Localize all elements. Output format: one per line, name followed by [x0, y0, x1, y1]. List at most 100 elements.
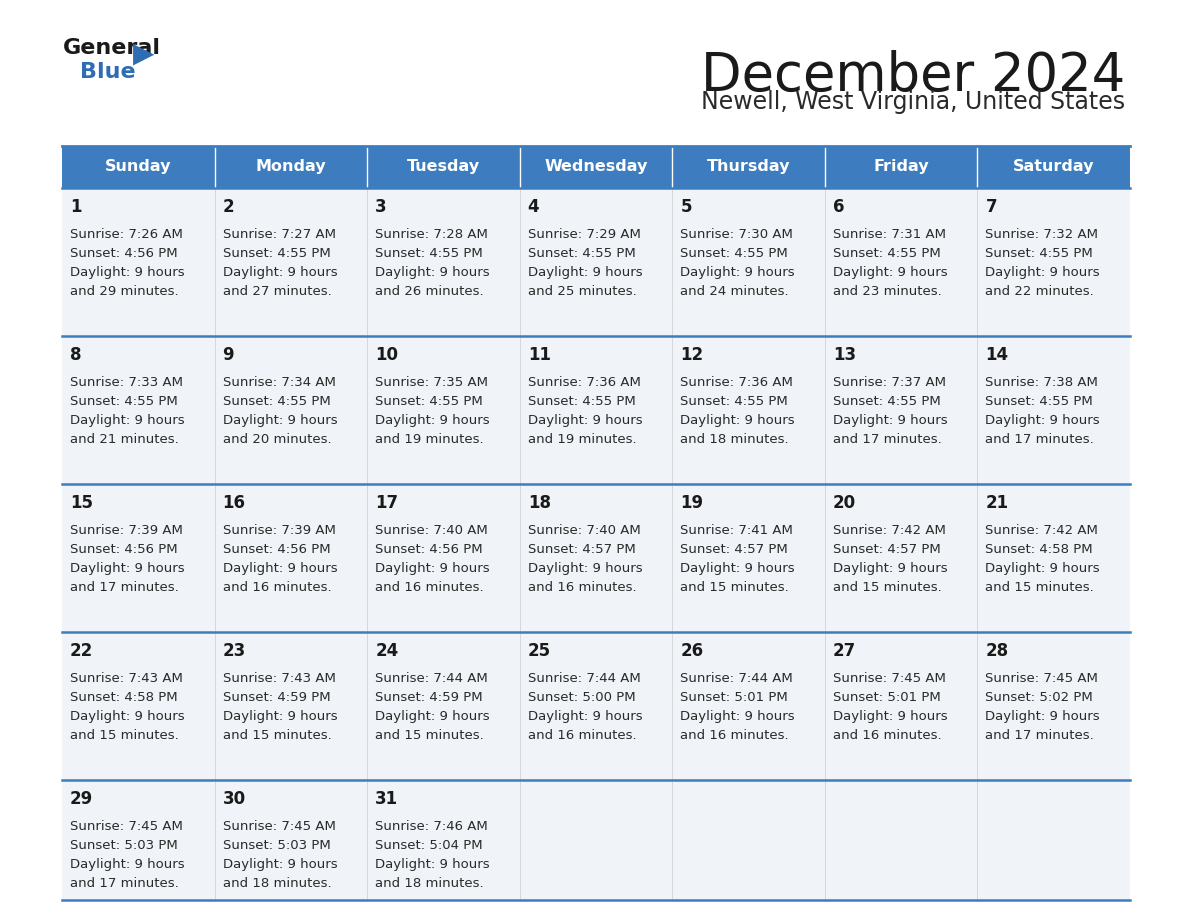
Text: Daylight: 9 hours: Daylight: 9 hours — [375, 562, 489, 575]
Text: and 16 minutes.: and 16 minutes. — [527, 581, 637, 594]
Text: Sunrise: 7:45 AM: Sunrise: 7:45 AM — [222, 820, 335, 833]
Text: Daylight: 9 hours: Daylight: 9 hours — [833, 562, 948, 575]
Text: Sunset: 5:03 PM: Sunset: 5:03 PM — [222, 839, 330, 852]
Text: Sunset: 4:55 PM: Sunset: 4:55 PM — [527, 395, 636, 408]
Text: Daylight: 9 hours: Daylight: 9 hours — [681, 414, 795, 427]
Text: and 16 minutes.: and 16 minutes. — [222, 581, 331, 594]
Text: Daylight: 9 hours: Daylight: 9 hours — [375, 858, 489, 871]
Bar — [62, 780, 1130, 900]
Text: Sunset: 4:55 PM: Sunset: 4:55 PM — [985, 395, 1093, 408]
Text: and 16 minutes.: and 16 minutes. — [527, 729, 637, 742]
Text: and 17 minutes.: and 17 minutes. — [985, 433, 1094, 446]
Text: Daylight: 9 hours: Daylight: 9 hours — [985, 562, 1100, 575]
Text: Blue: Blue — [80, 62, 135, 82]
Text: 11: 11 — [527, 346, 551, 364]
Text: Wednesday: Wednesday — [544, 160, 647, 174]
Text: Thursday: Thursday — [707, 160, 790, 174]
Text: 1: 1 — [70, 198, 82, 216]
Text: 25: 25 — [527, 642, 551, 660]
Text: Sunrise: 7:30 AM: Sunrise: 7:30 AM — [681, 228, 794, 241]
Text: Daylight: 9 hours: Daylight: 9 hours — [985, 414, 1100, 427]
Text: Sunrise: 7:39 AM: Sunrise: 7:39 AM — [222, 524, 335, 537]
Text: Sunset: 4:55 PM: Sunset: 4:55 PM — [681, 247, 788, 260]
Text: and 16 minutes.: and 16 minutes. — [833, 729, 941, 742]
Text: 3: 3 — [375, 198, 387, 216]
Text: Sunrise: 7:41 AM: Sunrise: 7:41 AM — [681, 524, 794, 537]
Text: Sunset: 4:55 PM: Sunset: 4:55 PM — [681, 395, 788, 408]
Text: Daylight: 9 hours: Daylight: 9 hours — [527, 710, 643, 723]
Text: Sunset: 4:59 PM: Sunset: 4:59 PM — [222, 691, 330, 704]
Text: Sunrise: 7:37 AM: Sunrise: 7:37 AM — [833, 376, 946, 389]
Text: and 21 minutes.: and 21 minutes. — [70, 433, 178, 446]
Text: Daylight: 9 hours: Daylight: 9 hours — [681, 266, 795, 279]
Text: Newell, West Virginia, United States: Newell, West Virginia, United States — [701, 90, 1125, 114]
Text: Sunset: 5:01 PM: Sunset: 5:01 PM — [681, 691, 788, 704]
Bar — [519, 146, 672, 188]
Text: 8: 8 — [70, 346, 82, 364]
Text: Sunset: 4:59 PM: Sunset: 4:59 PM — [375, 691, 482, 704]
Text: and 29 minutes.: and 29 minutes. — [70, 285, 178, 298]
Text: 4: 4 — [527, 198, 539, 216]
Text: Sunrise: 7:36 AM: Sunrise: 7:36 AM — [527, 376, 640, 389]
Text: December 2024: December 2024 — [701, 50, 1125, 102]
Text: Daylight: 9 hours: Daylight: 9 hours — [222, 414, 337, 427]
Text: 7: 7 — [985, 198, 997, 216]
Text: 28: 28 — [985, 642, 1009, 660]
Text: Saturday: Saturday — [1013, 160, 1094, 174]
Text: 6: 6 — [833, 198, 845, 216]
Text: Daylight: 9 hours: Daylight: 9 hours — [833, 414, 948, 427]
Text: Tuesday: Tuesday — [406, 160, 480, 174]
Text: and 16 minutes.: and 16 minutes. — [681, 729, 789, 742]
Text: and 24 minutes.: and 24 minutes. — [681, 285, 789, 298]
Bar — [215, 146, 367, 188]
Text: Daylight: 9 hours: Daylight: 9 hours — [527, 266, 643, 279]
Text: 31: 31 — [375, 790, 398, 808]
Text: General: General — [63, 38, 162, 58]
Text: 22: 22 — [70, 642, 93, 660]
Text: and 15 minutes.: and 15 minutes. — [833, 581, 942, 594]
Text: Daylight: 9 hours: Daylight: 9 hours — [70, 710, 184, 723]
Text: Sunset: 4:57 PM: Sunset: 4:57 PM — [833, 543, 941, 556]
Text: Sunrise: 7:39 AM: Sunrise: 7:39 AM — [70, 524, 183, 537]
Text: 14: 14 — [985, 346, 1009, 364]
Text: Sunrise: 7:27 AM: Sunrise: 7:27 AM — [222, 228, 335, 241]
Text: Sunrise: 7:34 AM: Sunrise: 7:34 AM — [222, 376, 335, 389]
Text: Sunset: 4:56 PM: Sunset: 4:56 PM — [375, 543, 482, 556]
Text: and 15 minutes.: and 15 minutes. — [222, 729, 331, 742]
Text: Sunset: 4:57 PM: Sunset: 4:57 PM — [527, 543, 636, 556]
Text: and 20 minutes.: and 20 minutes. — [222, 433, 331, 446]
Text: Sunset: 4:55 PM: Sunset: 4:55 PM — [70, 395, 178, 408]
Text: and 18 minutes.: and 18 minutes. — [222, 877, 331, 890]
Text: Sunrise: 7:43 AM: Sunrise: 7:43 AM — [222, 672, 335, 685]
Bar — [978, 146, 1130, 188]
Text: Sunset: 5:04 PM: Sunset: 5:04 PM — [375, 839, 482, 852]
Text: Sunrise: 7:44 AM: Sunrise: 7:44 AM — [375, 672, 488, 685]
Bar — [824, 146, 978, 188]
Text: 30: 30 — [222, 790, 246, 808]
Text: Sunset: 4:55 PM: Sunset: 4:55 PM — [833, 247, 941, 260]
Text: Daylight: 9 hours: Daylight: 9 hours — [375, 414, 489, 427]
Text: and 23 minutes.: and 23 minutes. — [833, 285, 942, 298]
Text: Sunset: 4:55 PM: Sunset: 4:55 PM — [375, 247, 482, 260]
Text: Daylight: 9 hours: Daylight: 9 hours — [375, 266, 489, 279]
Text: Daylight: 9 hours: Daylight: 9 hours — [222, 710, 337, 723]
Text: Sunset: 4:55 PM: Sunset: 4:55 PM — [527, 247, 636, 260]
Text: Sunrise: 7:36 AM: Sunrise: 7:36 AM — [681, 376, 794, 389]
Text: Sunset: 4:56 PM: Sunset: 4:56 PM — [222, 543, 330, 556]
Text: Daylight: 9 hours: Daylight: 9 hours — [833, 266, 948, 279]
Text: and 17 minutes.: and 17 minutes. — [70, 877, 178, 890]
Text: Daylight: 9 hours: Daylight: 9 hours — [222, 562, 337, 575]
Text: 24: 24 — [375, 642, 398, 660]
Text: Sunrise: 7:40 AM: Sunrise: 7:40 AM — [527, 524, 640, 537]
Text: Sunset: 4:56 PM: Sunset: 4:56 PM — [70, 543, 178, 556]
Text: and 17 minutes.: and 17 minutes. — [70, 581, 178, 594]
Text: Sunrise: 7:44 AM: Sunrise: 7:44 AM — [527, 672, 640, 685]
Text: 16: 16 — [222, 494, 246, 512]
Text: 10: 10 — [375, 346, 398, 364]
Text: Daylight: 9 hours: Daylight: 9 hours — [222, 858, 337, 871]
Text: Sunset: 5:03 PM: Sunset: 5:03 PM — [70, 839, 178, 852]
Text: 15: 15 — [70, 494, 93, 512]
Text: Monday: Monday — [255, 160, 327, 174]
Bar — [62, 146, 215, 188]
Text: 23: 23 — [222, 642, 246, 660]
